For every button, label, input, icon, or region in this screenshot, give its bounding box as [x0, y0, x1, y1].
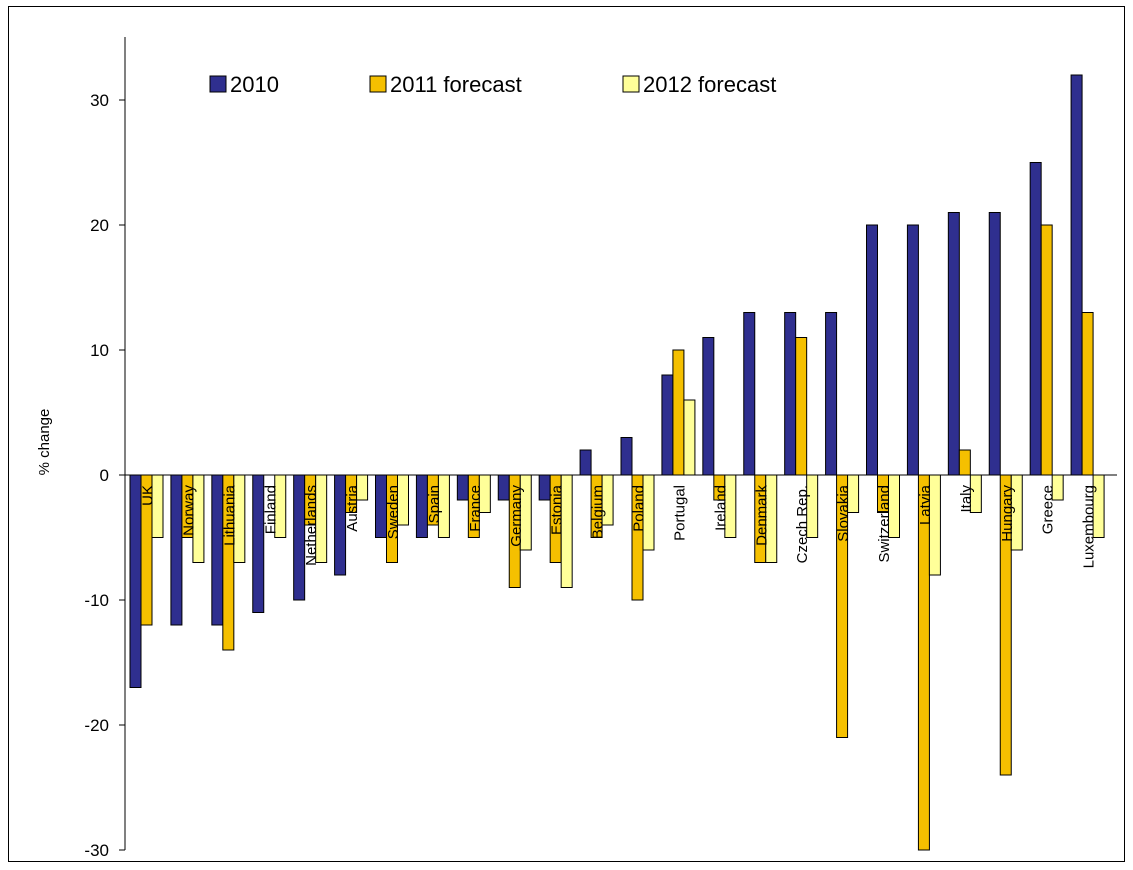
category-label: France: [467, 485, 484, 532]
category-label: Czech Rep.: [794, 485, 811, 563]
bar-belgium-series-0: [579, 449, 592, 476]
legend-swatch: [209, 75, 227, 93]
bar-greece-series-0: [1029, 162, 1042, 476]
bar-italy-series-0: [947, 212, 960, 476]
category-label: UK: [140, 485, 157, 506]
y-ticks: -30 -20 -10 0 10 20 30: [84, 91, 125, 860]
category-label: Norway: [180, 485, 197, 536]
category-label: Spain: [426, 485, 443, 523]
bar-luxembourg-series-1: [1081, 312, 1094, 476]
bar-portugal-series-2: [683, 399, 696, 476]
category-label: Greece: [1040, 485, 1057, 534]
bar-czech-rep--series-0: [784, 312, 797, 476]
bar-uk-series-0: [129, 474, 142, 688]
chart-frame: [8, 6, 1125, 862]
legend: 2010 2011 forecast 2012 forecast: [209, 72, 776, 97]
category-label: Poland: [631, 485, 648, 532]
category-label: Latvia: [917, 484, 934, 525]
legend-swatch: [622, 75, 640, 93]
legend-label: 2011 forecast: [390, 72, 522, 97]
category-labels: UK Norway Lithuania Finland Netherlands Austr…: [140, 484, 1098, 568]
category-label: Germany: [508, 485, 525, 547]
bar-greece-series-1: [1040, 224, 1053, 476]
y-tick-label: -10: [84, 591, 109, 610]
legend-label: 2012 forecast: [643, 72, 776, 97]
y-axis-title: % change: [36, 409, 53, 476]
category-label: Switzerland: [876, 485, 893, 563]
bar-slovakia-series-0: [825, 312, 838, 476]
category-label: Austria: [344, 484, 361, 531]
y-tick-label: 0: [100, 466, 109, 485]
bar-denmark-series-0: [743, 312, 756, 476]
category-label: Finland: [262, 485, 279, 534]
bar-italy-series-1: [958, 449, 971, 476]
y-tick-label: 20: [90, 216, 109, 235]
bar-czech-rep--series-1: [795, 337, 808, 476]
bars-layer: [129, 74, 1105, 851]
y-tick-label: 10: [90, 341, 109, 360]
category-label: Portugal: [671, 485, 688, 541]
y-tick-label: -20: [84, 716, 109, 735]
legend-swatch: [369, 75, 387, 93]
category-label: Luxembourg: [1081, 485, 1098, 568]
bar-portugal-series-0: [661, 374, 674, 476]
bar-poland-series-0: [620, 437, 633, 476]
bar-hungary-series-0: [988, 212, 1001, 476]
category-label: Ireland: [712, 485, 729, 531]
bar-ireland-series-0: [702, 337, 715, 476]
bar-latvia-series-0: [906, 224, 919, 476]
category-label: Slovakia: [835, 484, 852, 541]
category-label: Hungary: [999, 485, 1016, 542]
bar-portugal-series-1: [672, 349, 685, 476]
category-label: Italy: [958, 485, 975, 513]
y-tick-label: 30: [90, 91, 109, 110]
bar-switzerland-series-0: [866, 224, 878, 476]
legend-label: 2010: [230, 72, 279, 97]
category-label: Estonia: [549, 484, 566, 535]
y-tick-label: -30: [84, 841, 109, 860]
bar-luxembourg-series-0: [1070, 74, 1083, 476]
category-label: Lithuania: [221, 484, 238, 546]
category-label: Netherlands: [303, 485, 320, 566]
bar-latvia-series-1: [917, 474, 930, 851]
category-label: Belgium: [590, 485, 607, 539]
category-label: Sweden: [385, 485, 402, 539]
category-label: Denmark: [753, 485, 770, 546]
